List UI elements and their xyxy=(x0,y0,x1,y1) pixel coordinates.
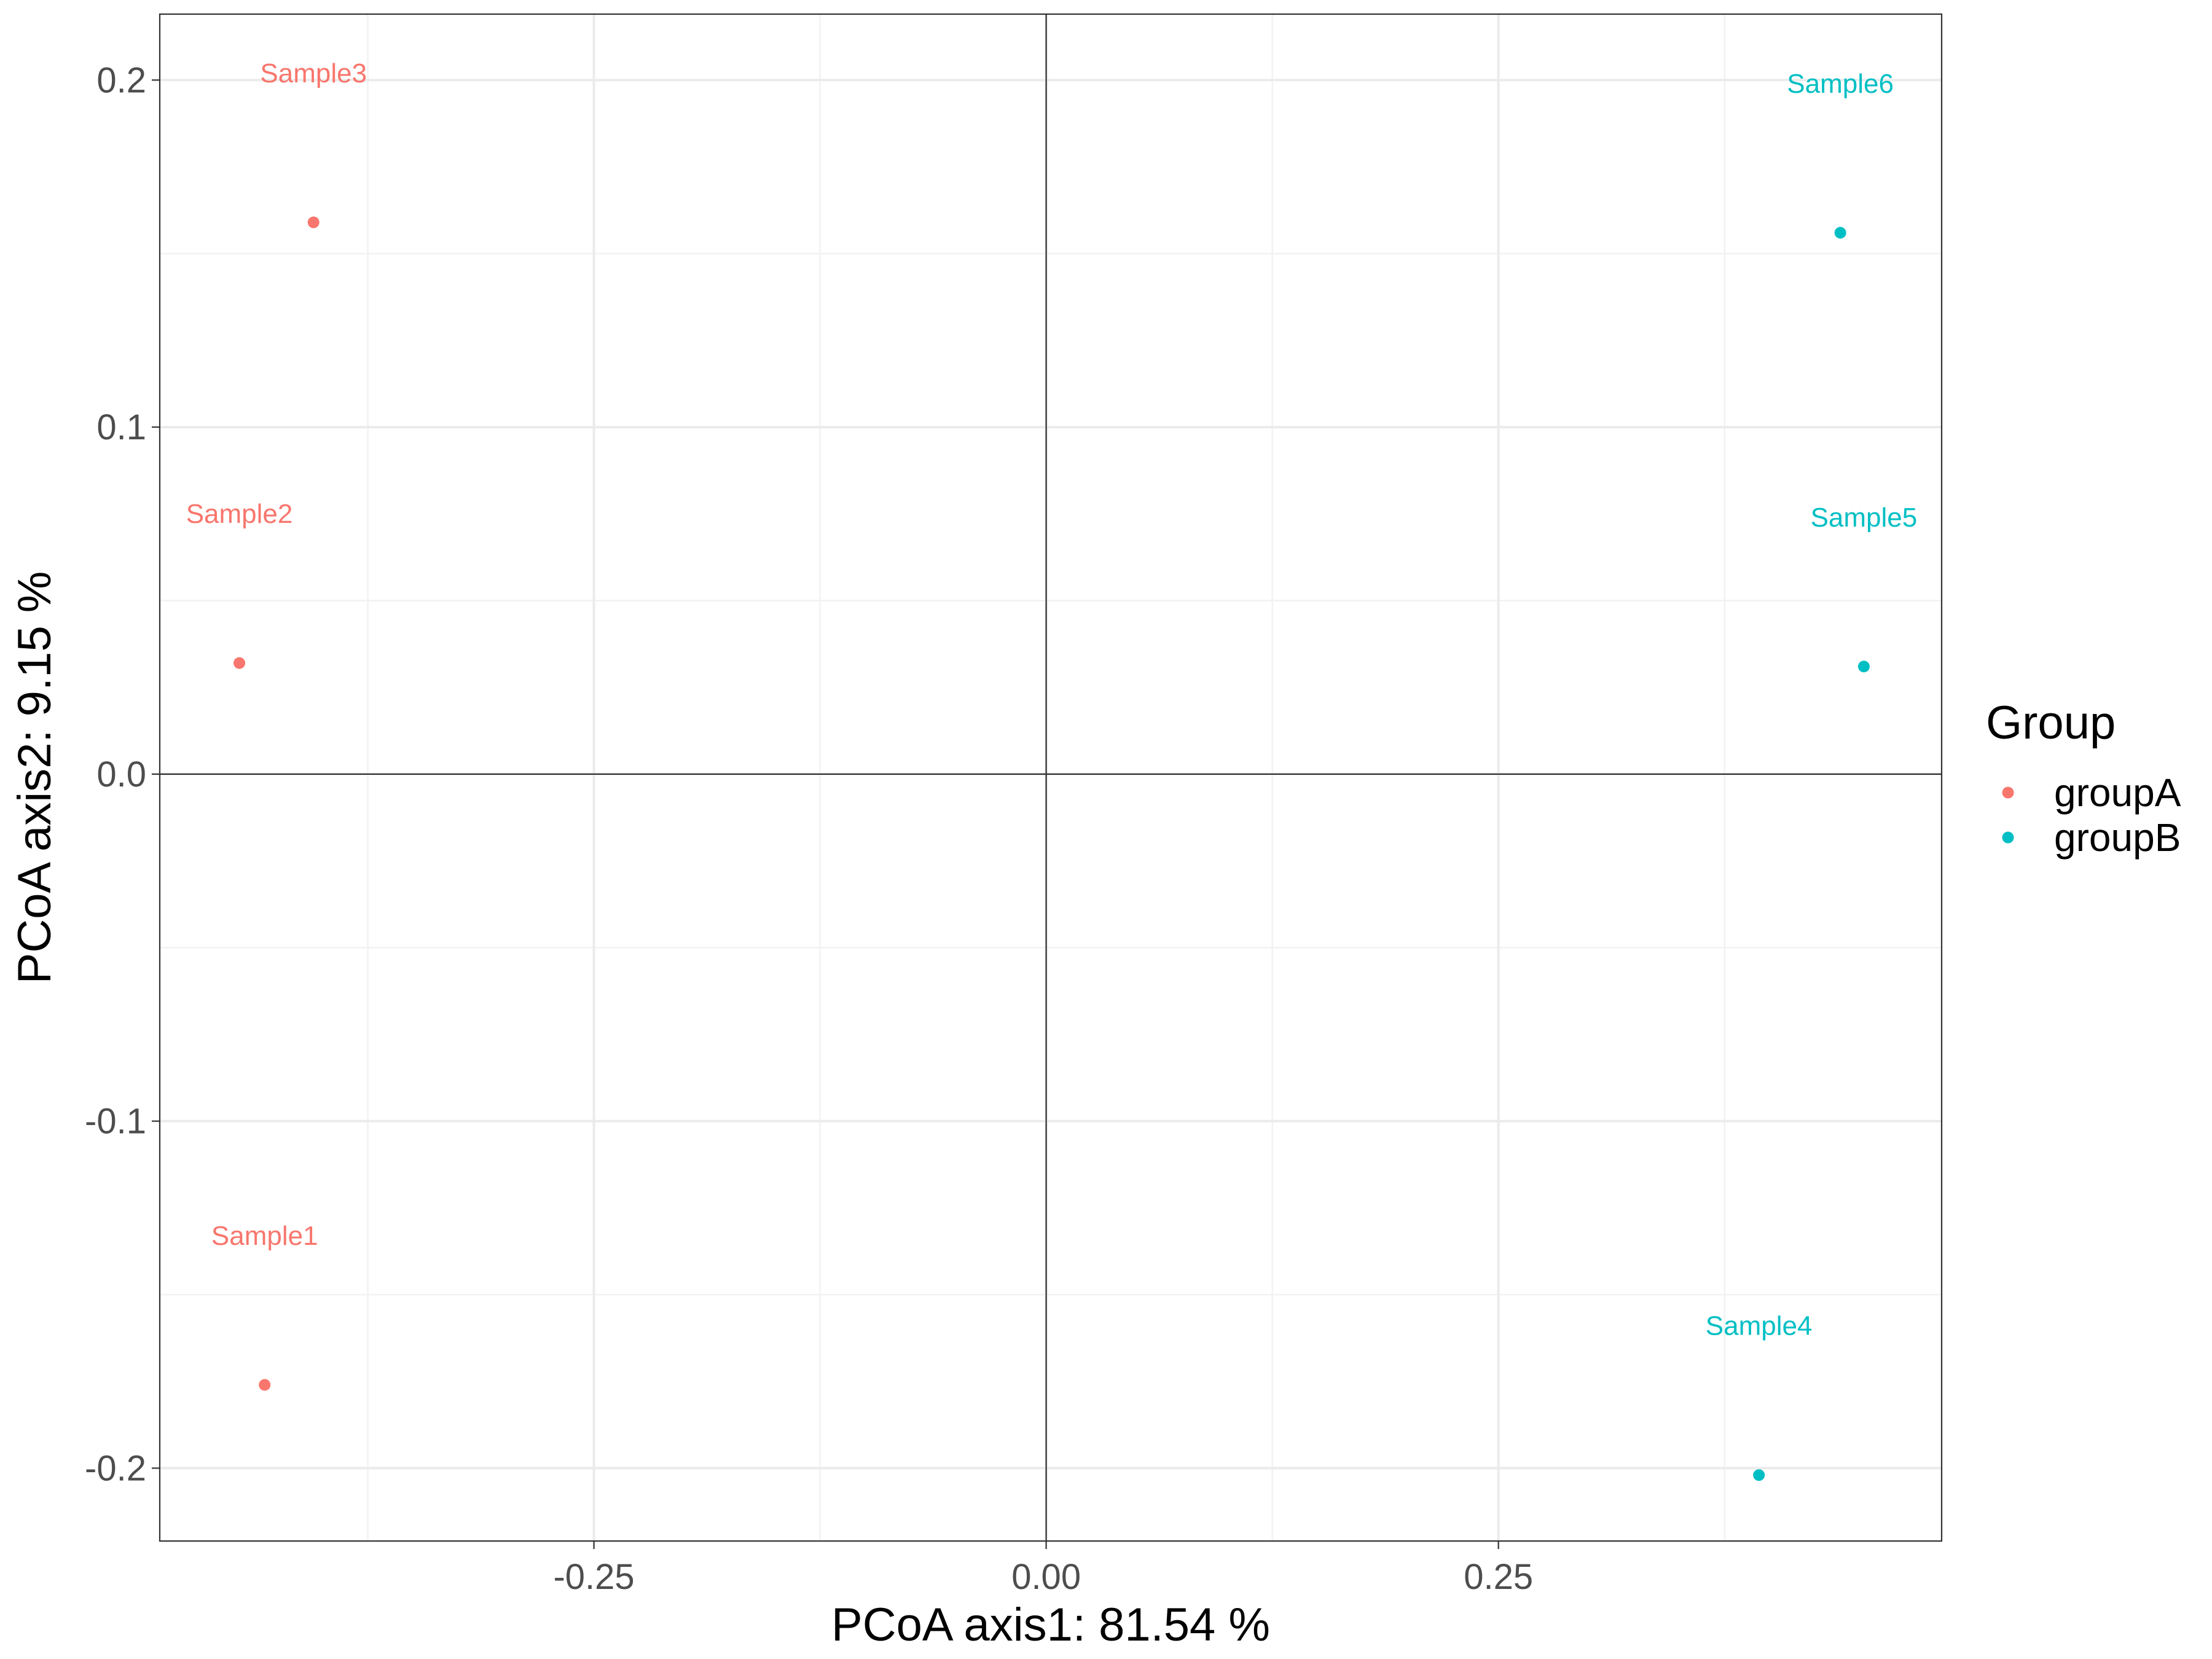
point-label: Sample4 xyxy=(1706,1311,1813,1341)
y-tick-label: 0.1 xyxy=(96,407,146,447)
x-tick-label: -0.25 xyxy=(553,1557,634,1597)
point-label: Sample6 xyxy=(1787,69,1894,99)
data-point xyxy=(1834,227,1846,239)
panel-border xyxy=(159,13,1943,1542)
data-point xyxy=(1753,1469,1765,1481)
data-point xyxy=(259,1379,271,1391)
x-axis-title: PCoA axis1: 81.54 % xyxy=(831,1599,1270,1651)
x-tick-label: 0.00 xyxy=(1011,1557,1081,1597)
legend-key xyxy=(2002,831,2014,844)
data-points xyxy=(233,216,1870,1481)
point-label: Sample2 xyxy=(186,499,293,529)
y-tick-label: -0.2 xyxy=(85,1448,146,1488)
point-label: Sample5 xyxy=(1811,503,1918,533)
data-point xyxy=(307,216,320,229)
data-point xyxy=(1857,661,1870,673)
y-tick-label: 0.0 xyxy=(96,755,146,794)
y-axis-title: PCoA axis2: 9.15 % xyxy=(9,571,61,984)
legend-label: groupA xyxy=(2054,771,2181,815)
point-label: Sample1 xyxy=(211,1221,318,1251)
legend-key xyxy=(2002,786,2014,799)
legend-title: Group xyxy=(1986,697,2116,749)
axis-ticks: -0.25 0.00 0.25 0.2 0.1 0.0 -0.1 -0.2 xyxy=(85,60,1533,1597)
legend-label: groupB xyxy=(2054,815,2181,860)
y-tick-label: -0.1 xyxy=(85,1102,146,1142)
y-tick-label: 0.2 xyxy=(96,60,146,100)
data-point xyxy=(233,657,246,669)
reference-lines xyxy=(160,14,1942,1541)
point-label: Sample3 xyxy=(260,58,367,88)
point-labels: Sample1 Sample2 Sample3 Sample4 Sample5 Sampl… xyxy=(186,58,1918,1341)
x-tick-label: 0.25 xyxy=(1464,1557,1533,1597)
